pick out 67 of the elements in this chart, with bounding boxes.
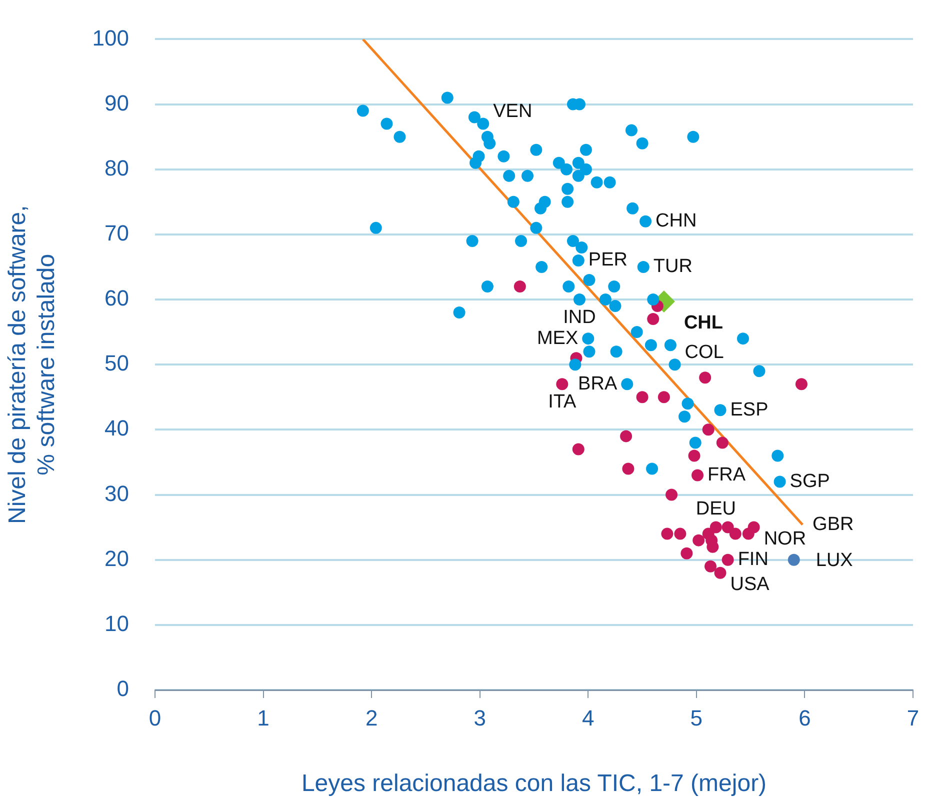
annotation: DEU (696, 498, 736, 520)
point (666, 488, 678, 501)
annotation: FRA (708, 464, 746, 486)
y-tick-label: 20 (104, 546, 129, 571)
series-label: LUX (816, 550, 854, 572)
point (674, 528, 686, 540)
annotation: PER (588, 250, 628, 271)
y-tick-label: 30 (104, 480, 129, 506)
x-tick-label: 3 (474, 705, 486, 730)
y-axis-title: Nivel de piratería de software, % software instalado (4, 205, 60, 524)
point (620, 430, 632, 442)
point (680, 547, 693, 560)
annotation: ITA (548, 391, 577, 412)
point (702, 424, 714, 436)
y-tick-label: 80 (104, 155, 129, 180)
point (788, 554, 800, 566)
annotation: IND (563, 306, 596, 328)
point (688, 450, 700, 462)
point (636, 391, 648, 404)
x-tick-label: 1 (257, 705, 270, 730)
point (692, 469, 704, 482)
point (572, 443, 584, 456)
annotation: COL (684, 342, 724, 363)
point (716, 436, 728, 449)
x-tick-label: 5 (690, 705, 703, 730)
annotation: USA (730, 574, 770, 596)
y-tick-label: 90 (104, 90, 129, 116)
y-tick-label: 100 (92, 25, 129, 50)
point (704, 560, 717, 572)
annotation: NOR (764, 528, 806, 550)
point (722, 521, 734, 534)
x-axis-title: Leyes relacionadas con las TIC, 1-7 (mejor) (301, 770, 767, 798)
point (556, 378, 568, 390)
point (714, 566, 726, 579)
annotation: FIN (738, 549, 768, 570)
point (647, 313, 660, 326)
point (722, 554, 734, 566)
annotation: ESP (730, 399, 768, 420)
point (699, 372, 712, 384)
annotation: GBR (812, 514, 854, 535)
y-tick-label: 60 (104, 286, 129, 311)
point (514, 280, 526, 293)
y-tick-label: 0 (116, 676, 129, 702)
point (658, 391, 670, 404)
annotation: TUR (653, 256, 692, 278)
point (692, 534, 705, 546)
annotation: CHN (656, 210, 697, 232)
x-tick-label: 4 (582, 705, 594, 730)
annotation: VEN (493, 101, 532, 122)
y-tick-label: 50 (104, 350, 129, 376)
series-label: CHL (684, 312, 724, 334)
point (622, 462, 634, 475)
x-tick-label: 2 (365, 705, 378, 730)
annotation: SGP (790, 470, 830, 492)
point (661, 528, 674, 540)
annotation: MEX (536, 328, 578, 349)
x-tick-label: 6 (798, 705, 811, 730)
y-tick-label: 40 (104, 416, 129, 441)
x-tick-label: 0 (148, 705, 162, 730)
y-tick-label: 10 (104, 610, 129, 636)
point (795, 378, 808, 390)
point (729, 528, 742, 540)
y-tick-label: 70 (104, 220, 129, 246)
annotation: BRA (578, 373, 618, 394)
x-tick-label: 7 (906, 705, 920, 730)
point (748, 521, 760, 534)
point (710, 521, 722, 534)
